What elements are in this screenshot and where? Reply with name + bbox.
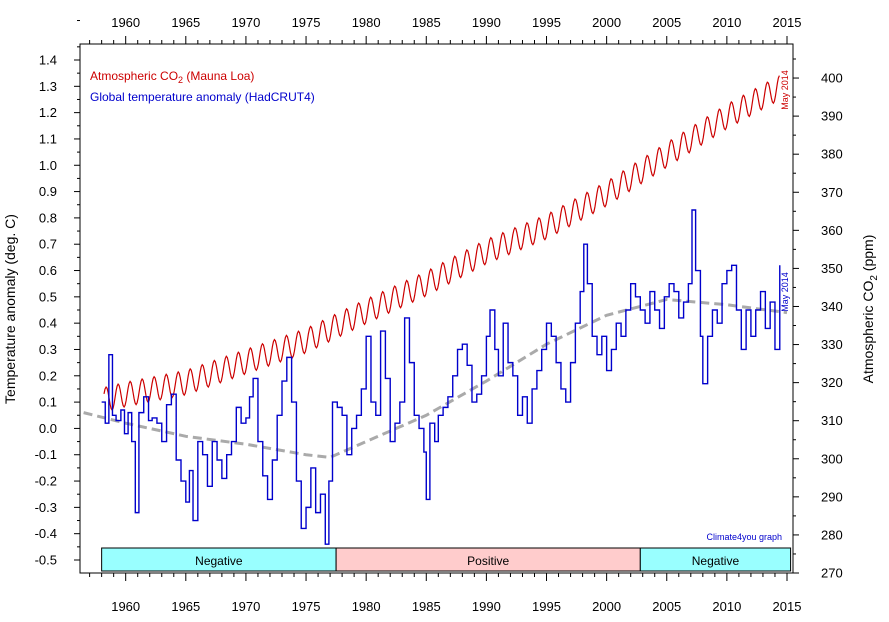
phase-label-1: Positive [467, 554, 509, 568]
axes: 1960 1960 1965 1965 1970 1970 1975 1975 1980 1980… [2, 15, 880, 614]
y-right-tick-label-8: 320 [821, 375, 843, 390]
legend-co2: Atmospheric CO2 (Mauna Loa) [90, 69, 254, 85]
y-right-tick-label-2: 380 [821, 147, 843, 162]
x-tick-label-bottom-2: 1970 [231, 599, 260, 614]
x-tick-label-top-5: 1985 [412, 15, 441, 30]
x-tick-label-bottom-11: 2015 [773, 599, 802, 614]
x-tick-label-top-3: 1975 [292, 15, 321, 30]
trend-line [83, 297, 788, 459]
y-right-tick-label-11: 290 [821, 489, 843, 504]
x-tick-label-top-1: 1965 [171, 15, 200, 30]
x-tick-label-bottom-10: 2010 [712, 599, 741, 614]
y-left-tick-label-3: 1.1 [39, 131, 57, 146]
co2-series [103, 75, 780, 412]
y-left-tick-label-8: 0.6 [39, 263, 57, 278]
x-tick-label-top-11: 2015 [773, 15, 802, 30]
x-tick-label-top-9: 2005 [652, 15, 681, 30]
phase-label-2: Negative [692, 554, 740, 568]
temperature-series [101, 209, 781, 545]
y-left-tick-label-11: 0.3 [39, 342, 57, 357]
y-left-tick-label-15: -0.1 [35, 447, 57, 462]
y-left-tick-label-17: -0.3 [35, 500, 57, 515]
y-left-tick-label-7: 0.7 [39, 237, 57, 252]
x-tick-label-top-4: 1980 [352, 15, 381, 30]
x-tick-label-bottom-7: 1995 [532, 599, 561, 614]
x-tick-label-bottom-8: 2000 [592, 599, 621, 614]
x-tick-label-bottom-3: 1975 [292, 599, 321, 614]
y-left-tick-label-18: -0.4 [35, 526, 57, 541]
credit-label: Climate4you graph [706, 532, 782, 542]
x-tick-label-top-0: 1960 [111, 15, 140, 30]
x-tick-label-bottom-9: 2005 [652, 599, 681, 614]
co2-end-annotation: May 2014 [780, 70, 790, 110]
plot-frame [79, 43, 794, 574]
x-tick-label-top-6: 1990 [472, 15, 501, 30]
y-right-tick-label-13: 270 [821, 566, 843, 581]
y-left-tick-label-16: -0.2 [35, 474, 57, 489]
x-tick-label-top-7: 1995 [532, 15, 561, 30]
y-left-tick-label-1: 1.3 [39, 79, 57, 94]
y-left-tick-label-19: -0.5 [35, 553, 57, 568]
y-left-tick-label-10: 0.4 [39, 316, 57, 331]
x-tick-label-bottom-1: 1965 [171, 599, 200, 614]
y-right-tick-label-7: 330 [821, 337, 843, 352]
phase-bar: Negative Positive Negative [101, 547, 792, 572]
y-left-tick-label-4: 1.0 [39, 158, 57, 173]
y-left-tick-label-14: 0.0 [39, 421, 57, 436]
phase-label-0: Negative [195, 554, 243, 568]
y-right-tick-label-1: 390 [821, 109, 843, 124]
y-left-tick-label-9: 0.5 [39, 289, 57, 304]
y-right-tick-label-3: 370 [821, 185, 843, 200]
y-right-tick-label-4: 360 [821, 223, 843, 238]
y-left-tick-label-13: 0.1 [39, 395, 57, 410]
x-tick-label-bottom-4: 1980 [352, 599, 381, 614]
y-left-tick-label-12: 0.2 [39, 368, 57, 383]
annotations: Atmospheric CO2 (Mauna Loa) Global temper… [90, 69, 790, 542]
series-layer [83, 75, 788, 545]
y-left-tick-label-2: 1.2 [39, 105, 57, 120]
y-left-tick-label-0: 1.4 [39, 53, 57, 68]
y-right-axis-label: Atmospheric CO2 (ppm) [860, 235, 880, 384]
x-tick-label-bottom-5: 1985 [412, 599, 441, 614]
temperature-end-annotation: May 2014 [780, 272, 790, 312]
x-tick-label-bottom-6: 1990 [472, 599, 501, 614]
y-right-tick-label-6: 340 [821, 299, 843, 314]
x-tick-label-top-10: 2010 [712, 15, 741, 30]
phase-box-2 [639, 547, 792, 572]
x-tick-label-bottom-0: 1960 [111, 599, 140, 614]
y-left-axis-label: Temperature anomaly (deg. C) [2, 214, 18, 404]
x-tick-label-top-8: 2000 [592, 15, 621, 30]
y-right-tick-label-5: 350 [821, 261, 843, 276]
y-left-tick-label-5: 0.9 [39, 184, 57, 199]
legend-temperature: Global temperature anomaly (HadCRUT4) [90, 90, 315, 104]
y-right-tick-label-9: 310 [821, 413, 843, 428]
y-right-tick-label-10: 300 [821, 451, 843, 466]
y-right-tick-label-0: 400 [821, 71, 843, 86]
y-right-tick-label-12: 280 [821, 527, 843, 542]
x-tick-label-top-2: 1970 [231, 15, 260, 30]
y-left-tick-label-6: 0.8 [39, 210, 57, 225]
